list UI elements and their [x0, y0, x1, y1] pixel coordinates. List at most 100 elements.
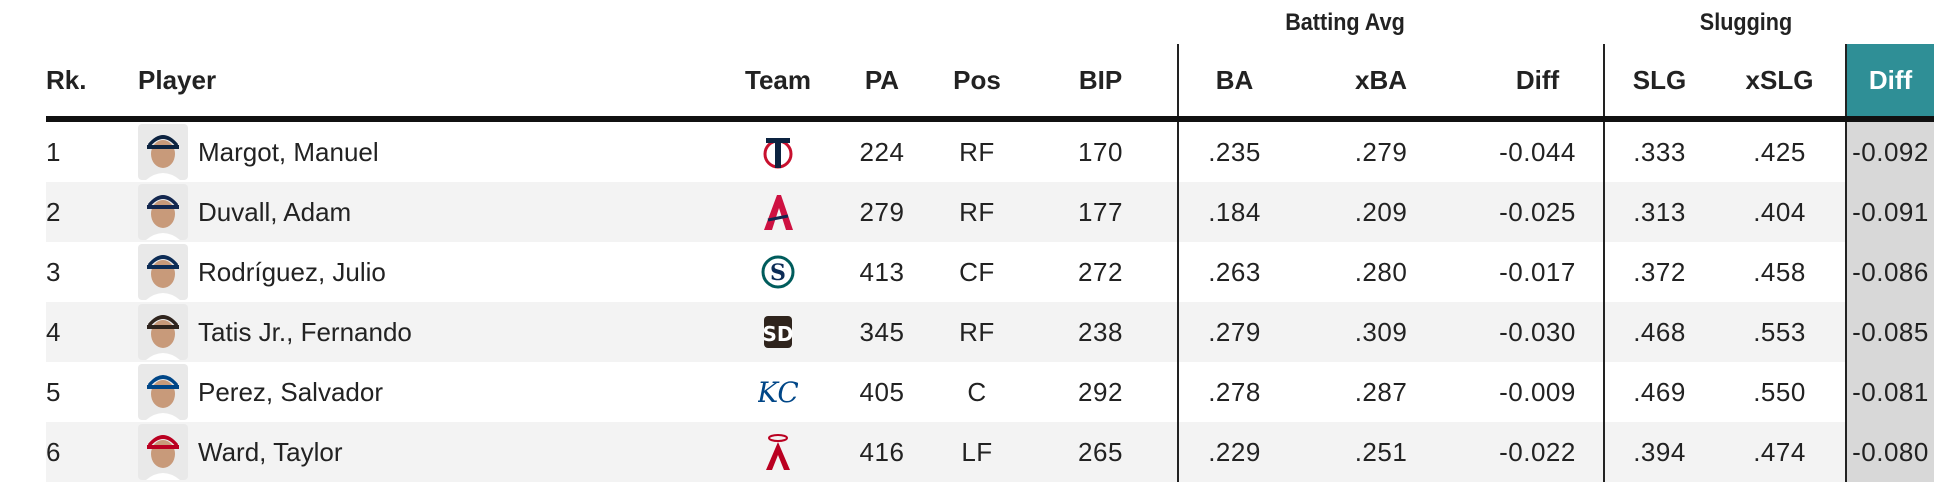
svg-text:SD: SD [762, 322, 793, 346]
ba-cell: .235 [1177, 119, 1290, 182]
ba-cell: .263 [1177, 242, 1290, 302]
table-row[interactable]: 4 Tatis Jr., Fernando SD 345 RF 238.279.309 -0… [46, 302, 1934, 362]
slg-cell: .394 [1604, 422, 1714, 482]
player-cell: Margot, Manuel [138, 119, 722, 182]
slg-diff-cell: -0.085 [1845, 302, 1934, 362]
ba-diff-cell: -0.017 [1472, 242, 1605, 302]
slg-diff-cell: -0.080 [1845, 422, 1934, 482]
player-name-link[interactable]: Margot, Manuel [198, 136, 379, 167]
player-name-link[interactable]: Ward, Taylor [198, 436, 343, 467]
pos-cell: RF [930, 302, 1024, 362]
ba-cell: .279 [1177, 302, 1290, 362]
column-header-team[interactable]: Team [722, 44, 834, 122]
xba-cell: .209 [1290, 182, 1472, 242]
slg-cell: .372 [1604, 242, 1714, 302]
pos-cell: LF [930, 422, 1024, 482]
column-header-ba[interactable]: BA [1177, 44, 1290, 122]
bip-cell: 272 [1024, 242, 1178, 302]
player-headshot-avatar [138, 424, 188, 480]
rank-cell: 2 [46, 182, 138, 242]
xslg-cell: .458 [1714, 242, 1846, 302]
xslg-cell: .550 [1714, 362, 1846, 422]
pa-cell: 279 [834, 182, 930, 242]
column-header-bip[interactable]: BIP [1024, 44, 1178, 122]
column-header-xba[interactable]: xBA [1290, 44, 1472, 122]
xba-cell: .309 [1290, 302, 1472, 362]
pos-cell: C [930, 362, 1024, 422]
rank-cell: 3 [46, 242, 138, 302]
player-cell: Duvall, Adam [138, 182, 722, 242]
table-row[interactable]: 2 Duvall, Adam 279 RF 177.184.209 -0.025.313.… [46, 182, 1934, 242]
player-name-link[interactable]: Perez, Salvador [198, 376, 383, 407]
rank-cell: 6 [46, 422, 138, 482]
slg-diff-cell: -0.091 [1845, 182, 1934, 242]
table-row[interactable]: 6 Ward, Taylor 416 LF 265.229.251 -0.022.394.… [46, 422, 1934, 482]
xslg-cell: .425 [1714, 119, 1846, 182]
table-row[interactable]: 1 Margot, Manuel 224 RF 170.235.279 -0.044.33… [46, 119, 1934, 182]
rank-cell: 5 [46, 362, 138, 422]
slg-cell: .313 [1604, 182, 1714, 242]
pa-cell: 416 [834, 422, 930, 482]
ba-diff-cell: -0.025 [1472, 182, 1605, 242]
column-header-player[interactable]: Player [138, 44, 722, 122]
column-header-slg-diff[interactable]: Diff [1845, 44, 1934, 122]
pos-cell: CF [930, 242, 1024, 302]
xba-cell: .251 [1290, 422, 1472, 482]
player-name-link[interactable]: Tatis Jr., Fernando [198, 316, 412, 347]
team-cell: SD [722, 302, 834, 362]
table-row[interactable]: 5 Perez, Salvador KC 405 C 292.278.287 -0.009.… [46, 362, 1934, 422]
xba-cell: .287 [1290, 362, 1472, 422]
ba-cell: .229 [1177, 422, 1290, 482]
table-row[interactable]: 3 Rodríguez, Julio S 413 CF 272.263.280 -0.017… [46, 242, 1934, 302]
braves-logo [758, 195, 798, 230]
player-cell: Rodríguez, Julio [138, 242, 722, 302]
column-header-pos[interactable]: Pos [930, 44, 1024, 122]
pa-cell: 345 [834, 302, 930, 362]
svg-text:KC: KC [758, 376, 798, 409]
header-row: Rk. Player Team PA Pos BIP BA xBA Diff S… [46, 44, 1934, 122]
royals-logo: KC [758, 375, 798, 409]
slg-cell: .333 [1604, 119, 1714, 182]
team-cell: S [722, 242, 834, 302]
team-cell [722, 119, 834, 182]
pa-cell: 224 [834, 119, 930, 182]
column-header-xslg[interactable]: xSLG [1714, 44, 1846, 122]
rank-cell: 1 [46, 119, 138, 182]
player-headshot-avatar [138, 304, 188, 360]
column-header-ba-diff[interactable]: Diff [1472, 44, 1605, 122]
column-header-slg[interactable]: SLG [1604, 44, 1714, 122]
slg-cell: .468 [1604, 302, 1714, 362]
player-headshot-avatar [138, 124, 188, 180]
player-cell: Tatis Jr., Fernando [138, 302, 722, 362]
player-name-link[interactable]: Duvall, Adam [198, 196, 352, 227]
ba-diff-cell: -0.044 [1472, 119, 1605, 182]
mariners-logo: S [758, 255, 798, 289]
xslg-cell: .553 [1714, 302, 1846, 362]
leaderboard-table: Rk. Player Team PA Pos BIP BA xBA Diff S… [46, 44, 1934, 482]
player-cell: Perez, Salvador [138, 362, 722, 422]
bip-cell: 265 [1024, 422, 1178, 482]
slg-diff-cell: -0.086 [1845, 242, 1934, 302]
ba-diff-cell: -0.022 [1472, 422, 1605, 482]
column-header-pa[interactable]: PA [834, 44, 930, 122]
padres-logo: SD [758, 315, 798, 348]
group-header-batting-avg: Batting Avg [1285, 9, 1405, 36]
team-cell [722, 182, 834, 242]
player-headshot-avatar [138, 184, 188, 240]
team-cell [722, 422, 834, 482]
ba-diff-cell: -0.009 [1472, 362, 1605, 422]
bip-cell: 238 [1024, 302, 1178, 362]
player-headshot-avatar [138, 364, 188, 420]
player-name-link[interactable]: Rodríguez, Julio [198, 256, 386, 287]
player-headshot-avatar [138, 244, 188, 300]
bip-cell: 170 [1024, 119, 1178, 182]
xslg-cell: .474 [1714, 422, 1846, 482]
pos-cell: RF [930, 119, 1024, 182]
bip-cell: 177 [1024, 182, 1178, 242]
angels-logo [758, 434, 798, 470]
xba-cell: .280 [1290, 242, 1472, 302]
svg-text:S: S [770, 260, 786, 286]
slg-diff-cell: -0.081 [1845, 362, 1934, 422]
column-header-rank[interactable]: Rk. [46, 44, 138, 122]
team-cell: KC [722, 362, 834, 422]
